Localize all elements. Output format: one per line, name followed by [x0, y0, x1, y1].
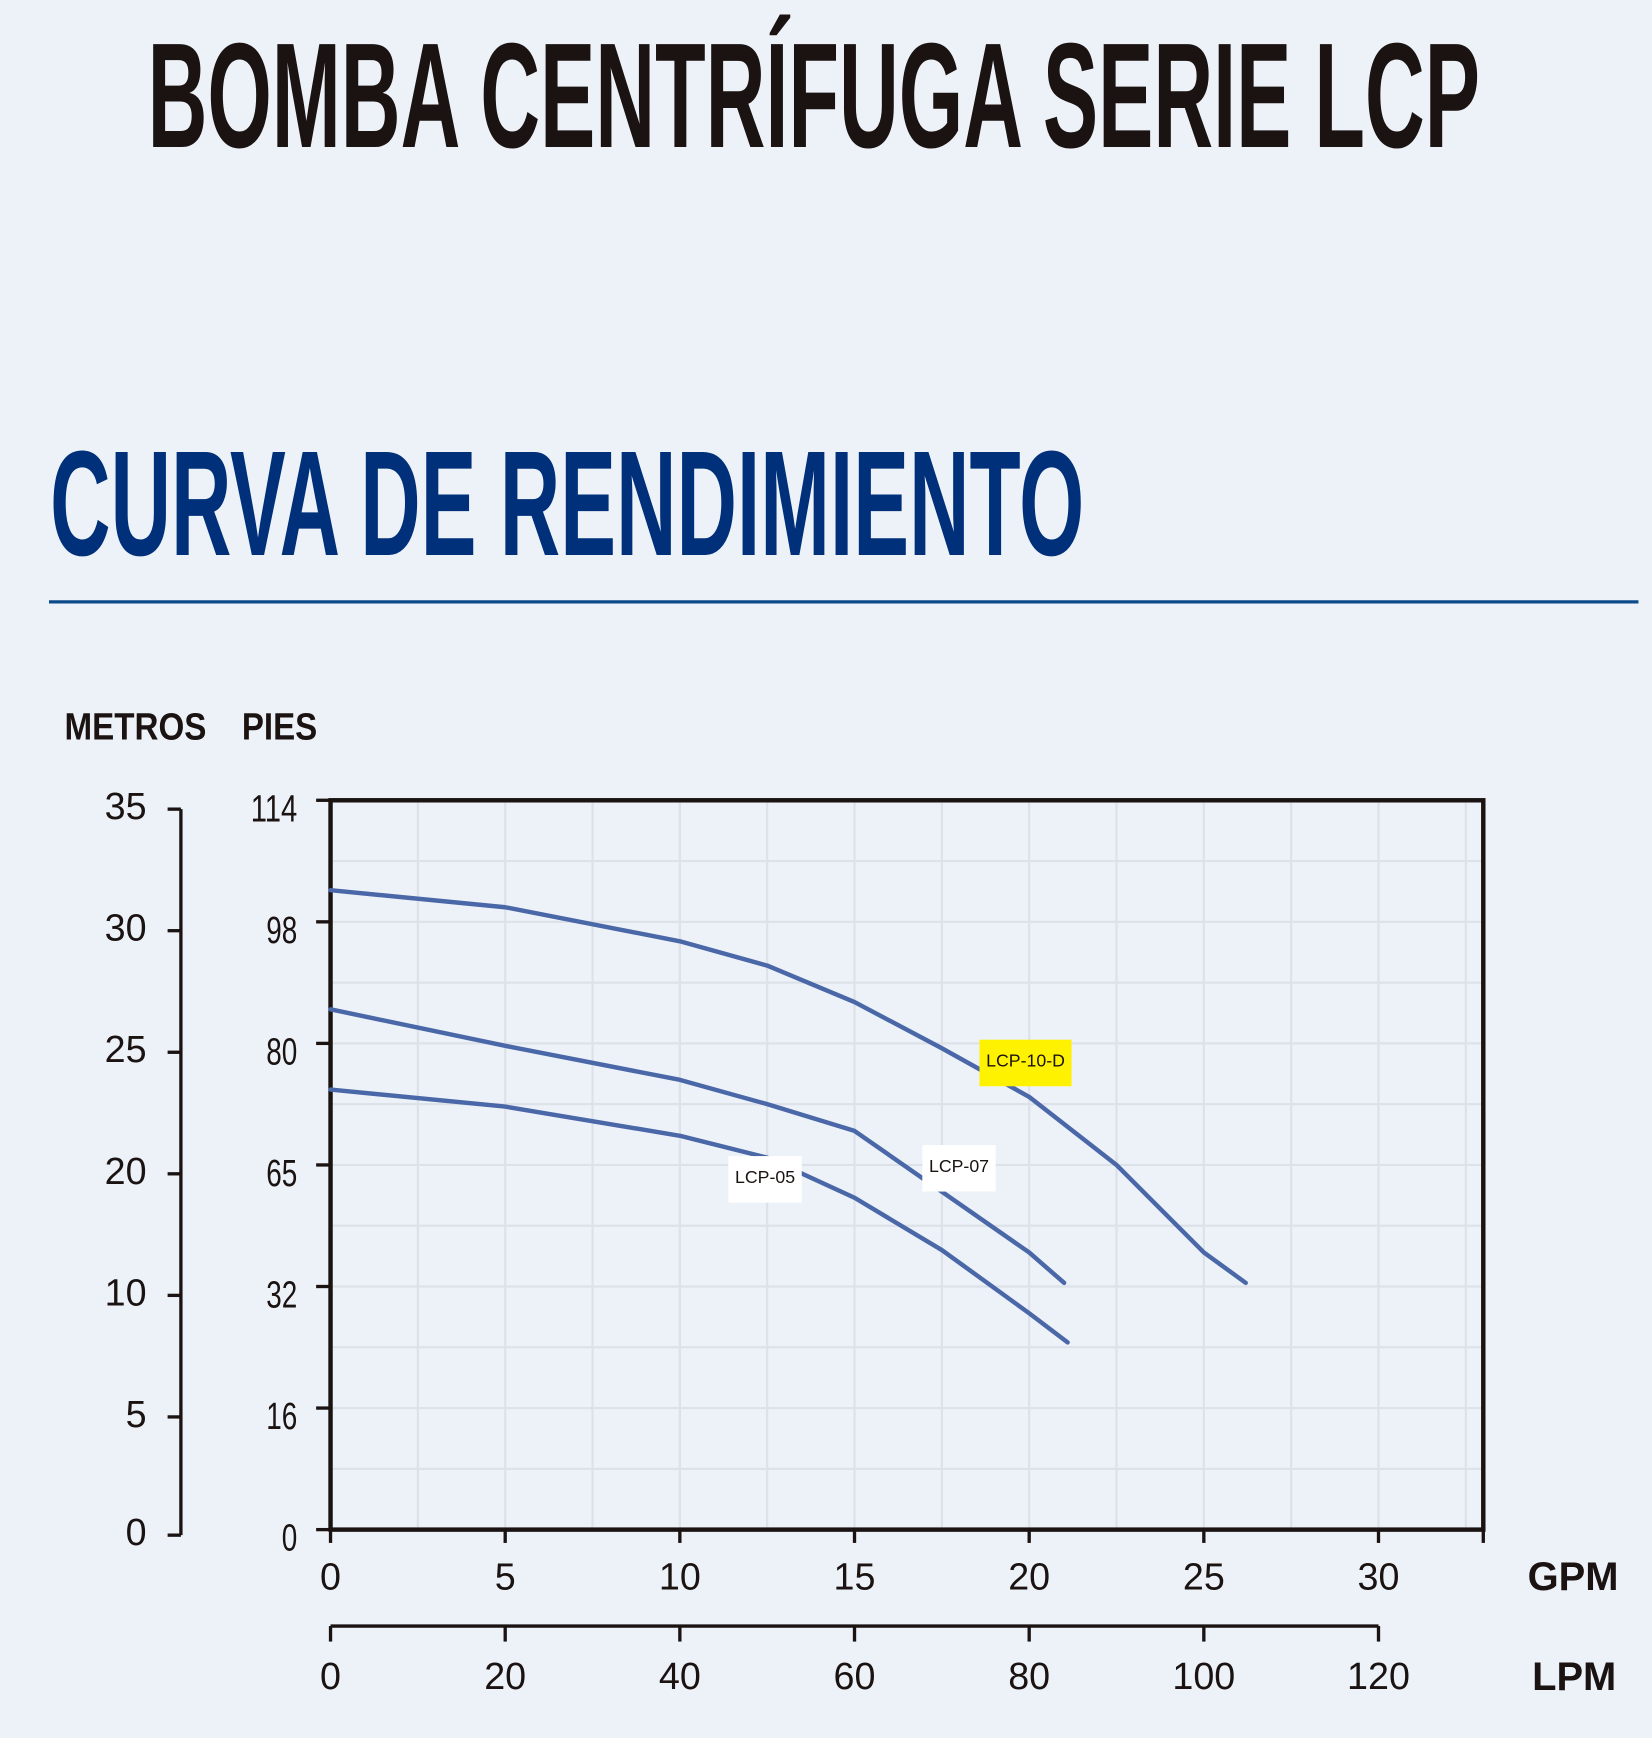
x-tick-label: 5	[495, 1555, 516, 1597]
series-label: LCP-07	[929, 1156, 989, 1176]
x2-axis-label: LPM	[1532, 1655, 1616, 1699]
x2-tick-label: 0	[320, 1655, 341, 1697]
x-tick-label: 30	[1358, 1555, 1400, 1597]
label-background	[922, 1144, 996, 1192]
plot-frame	[328, 798, 1486, 1532]
x2-tick-label: 60	[834, 1655, 876, 1697]
y2-tick-label: 0	[282, 1517, 298, 1559]
x2-tick-label: 20	[484, 1655, 526, 1697]
y-tick-label: 5	[126, 1393, 147, 1435]
y-tick-label: 10	[105, 1271, 147, 1313]
y2-tick-label: 80	[266, 1030, 297, 1072]
y2-tick-label: 98	[266, 909, 297, 951]
y-tick-label: 35	[105, 785, 147, 827]
series-label: LCP-10-D	[986, 1051, 1065, 1071]
curve	[328, 1007, 1067, 1286]
series-label: LCP-05	[735, 1167, 795, 1187]
curve	[328, 888, 1248, 1286]
x2-tick-label: 40	[659, 1655, 701, 1697]
x2-tick-label: 100	[1172, 1655, 1235, 1697]
y2-tick-label: 16	[266, 1395, 297, 1437]
y2-tick-label: 65	[266, 1152, 297, 1194]
y2-tick-label: 32	[266, 1274, 297, 1316]
y-axis-label: METROS	[65, 705, 207, 747]
y-tick-label: 30	[105, 907, 147, 949]
x-tick-label: 20	[1008, 1555, 1050, 1597]
y-tick-label: 0	[126, 1511, 147, 1553]
page-title: BOMBA CENTRÍFUGA SERIE LCP	[148, 12, 1480, 179]
chart-title: CURVA DE RENDIMIENTO	[50, 420, 1084, 587]
y-tick-label: 20	[105, 1150, 147, 1192]
label-background	[728, 1156, 802, 1203]
y2-tick-label: 114	[251, 787, 298, 829]
label-background	[979, 1039, 1072, 1087]
curve	[328, 1087, 1070, 1345]
x-axis-label: GPM	[1528, 1555, 1619, 1599]
x-tick-label: 0	[320, 1555, 341, 1597]
y2-axis-label: PIES	[242, 705, 317, 747]
y-tick-label: 25	[105, 1028, 147, 1070]
x2-tick-label: 80	[1008, 1655, 1050, 1697]
x-tick-label: 15	[834, 1555, 876, 1597]
x2-tick-label: 120	[1347, 1655, 1410, 1697]
x-tick-label: 10	[659, 1555, 701, 1597]
x-tick-label: 25	[1183, 1555, 1225, 1597]
